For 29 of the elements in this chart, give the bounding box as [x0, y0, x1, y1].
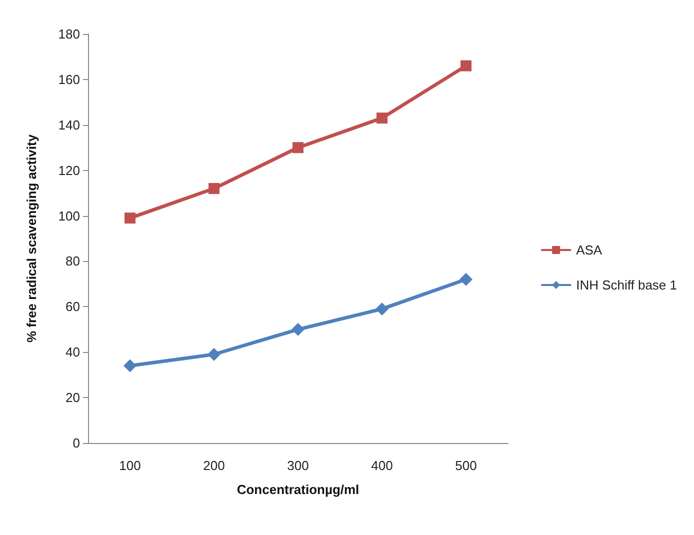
legend-label: ASA [576, 242, 602, 258]
y-tick-label: 20 [66, 390, 80, 406]
y-tick-label: 40 [66, 344, 80, 360]
point [292, 142, 304, 154]
point [208, 183, 220, 194]
x-tick-label: 200 [203, 458, 225, 473]
y-tick-label: 160 [58, 72, 80, 87]
y-tick-label: 140 [58, 117, 80, 132]
x-tick-label: 500 [455, 458, 477, 473]
y-tick-label: 0 [72, 436, 80, 450]
point [376, 302, 388, 316]
x-tick-label: 400 [371, 458, 393, 473]
y-tick-label: 100 [58, 208, 80, 224]
point [208, 348, 220, 361]
point [376, 112, 388, 124]
point [460, 272, 472, 286]
y-tick-label: 120 [58, 162, 80, 178]
y-tick-label: 60 [66, 299, 80, 314]
x-tick-label: 100 [119, 458, 141, 473]
point [292, 322, 304, 336]
point [124, 359, 136, 372]
point [124, 212, 136, 224]
x-axis-title: Concentrationµg/ml [236, 482, 360, 497]
legend-label: INH Schiff base 1 [576, 278, 677, 292]
y-axis-title: % free radical scavenging activity [24, 134, 39, 343]
point [460, 60, 472, 72]
y-tick-label: 80 [66, 254, 80, 269]
y-tick-label: 180 [58, 26, 80, 42]
x-tick-label: 300 [287, 458, 309, 473]
